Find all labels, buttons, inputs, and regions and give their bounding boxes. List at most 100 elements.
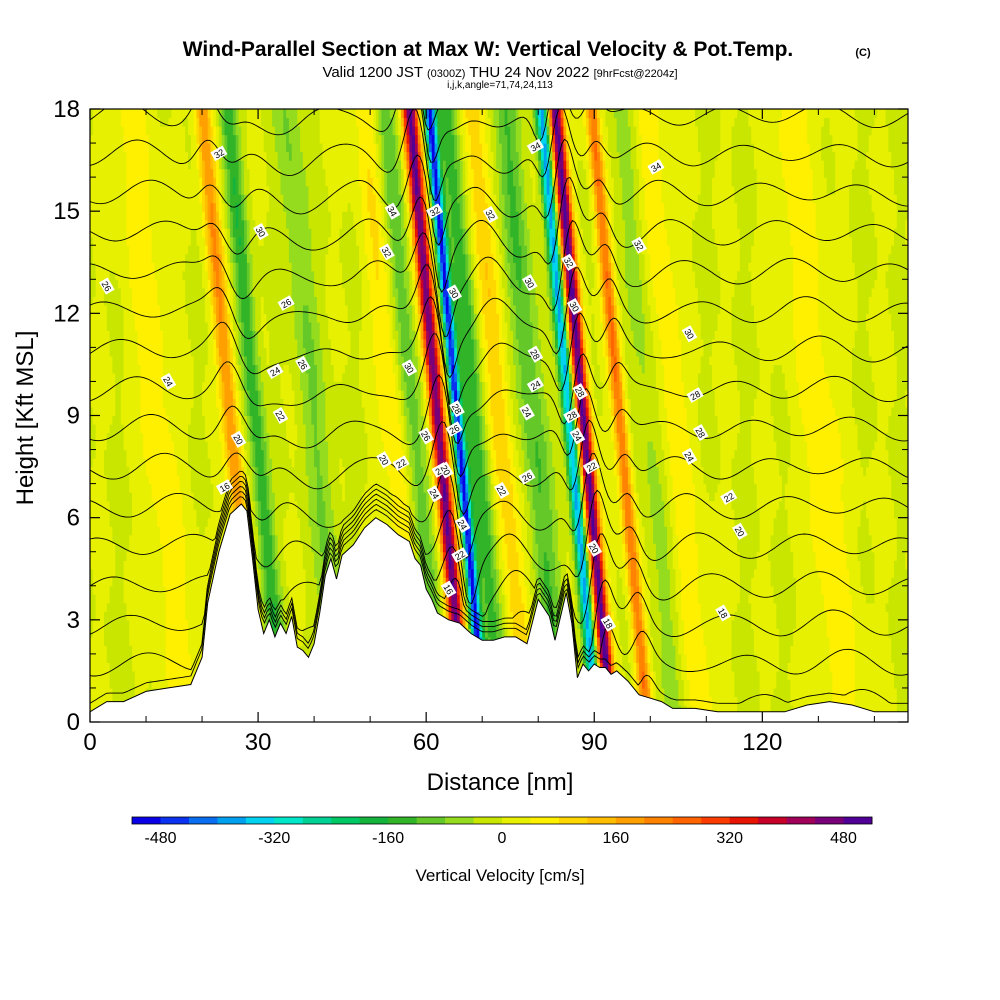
y-tick-label: 15 bbox=[53, 198, 80, 225]
theta-label: 20 bbox=[376, 451, 392, 469]
theta-label: 30 bbox=[521, 274, 538, 292]
theta-label: 32 bbox=[631, 236, 647, 254]
theta-label: 24 bbox=[519, 403, 535, 421]
theta-label: 22 bbox=[272, 406, 289, 425]
theta-label: 32 bbox=[426, 203, 444, 220]
theta-label: 26 bbox=[295, 355, 311, 373]
theta-label: 24 bbox=[266, 363, 284, 380]
theta-contour bbox=[90, 296, 908, 413]
colorbar-swatch bbox=[843, 817, 873, 824]
theta-contour bbox=[90, 486, 908, 659]
colorbar-swatch bbox=[701, 817, 731, 824]
theta-label: 20 bbox=[230, 430, 247, 448]
colorbar-swatch bbox=[188, 817, 218, 824]
colorbar-swatch bbox=[644, 817, 674, 824]
terrain bbox=[90, 503, 908, 722]
theta-contour bbox=[90, 264, 908, 379]
subtitle-date: THU 24 Nov 2022 bbox=[469, 64, 589, 81]
terrain-profile bbox=[90, 503, 908, 722]
theta-contour bbox=[90, 176, 908, 293]
theta-label: 26 bbox=[98, 277, 115, 295]
theta-label: 30 bbox=[681, 325, 698, 343]
x-tick-label: 0 bbox=[83, 729, 96, 756]
theta-contour bbox=[90, 496, 908, 704]
colorbar-swatch bbox=[331, 817, 361, 824]
colorbar-label: Vertical Velocity [cm/s] bbox=[415, 866, 584, 885]
plot-area: 1620222424262626303234323230262624202230… bbox=[90, 109, 908, 722]
chart-subtitle: Valid 1200 JST (0300Z) THU 24 Nov 2022 [… bbox=[322, 64, 677, 81]
theta-label: 24 bbox=[426, 485, 443, 503]
colorbar-swatch bbox=[416, 817, 446, 824]
theta-label: 24 bbox=[569, 427, 586, 445]
theta-label: 22 bbox=[582, 458, 600, 475]
theta-label: 30 bbox=[446, 284, 463, 302]
subtitle-utc: (0300Z) bbox=[427, 68, 466, 80]
theta-label: 22 bbox=[451, 547, 469, 563]
y-tick-label: 0 bbox=[67, 709, 80, 736]
theta-contour bbox=[90, 491, 908, 677]
theta-contour bbox=[90, 419, 908, 516]
colorbar-swatch bbox=[615, 817, 645, 824]
colorbar-swatch bbox=[758, 817, 788, 824]
theta-label: 26 bbox=[418, 427, 435, 445]
potential-temperature-contours bbox=[90, 109, 908, 704]
theta-label: 32 bbox=[482, 206, 499, 224]
colorbar-swatch bbox=[217, 817, 247, 824]
theta-label: 26 bbox=[277, 295, 295, 311]
chart-subtitle-indices: i,j,k,angle=71,74,24,113 bbox=[447, 80, 553, 91]
colorbar-swatch bbox=[302, 817, 332, 824]
theta-contour bbox=[90, 453, 908, 559]
y-tick-label: 3 bbox=[67, 607, 80, 634]
subtitle-forecast: [9hrFcst@2204z] bbox=[594, 68, 678, 80]
theta-contour bbox=[90, 219, 908, 338]
theta-label: 16 bbox=[215, 479, 234, 495]
colorbar-tick-label: 160 bbox=[602, 830, 629, 847]
theta-label: 22 bbox=[392, 455, 410, 472]
colorbar-swatch bbox=[445, 817, 474, 824]
x-axis: 0 30 60 90 120 bbox=[83, 109, 875, 756]
theta-label: 24 bbox=[526, 376, 544, 393]
y-axis: 0 3 6 9 12 15 18 bbox=[53, 96, 908, 736]
theta-label: 34 bbox=[647, 159, 665, 175]
theta-label: 24 bbox=[681, 447, 698, 465]
theta-label: 16 bbox=[440, 580, 457, 598]
colorbar-tick-label: -480 bbox=[144, 830, 176, 847]
colorbar-swatch bbox=[815, 817, 844, 824]
colorbar-swatch bbox=[502, 817, 531, 824]
theta-label: 28 bbox=[686, 387, 704, 403]
x-tick-label: 90 bbox=[581, 729, 608, 756]
colorbar bbox=[131, 816, 873, 825]
theta-label: 32 bbox=[561, 253, 577, 271]
y-tick-label: 6 bbox=[67, 505, 80, 532]
theta-label: 26 bbox=[445, 421, 463, 437]
colorbar-tick-label: 0 bbox=[498, 830, 507, 847]
theta-contour bbox=[90, 109, 908, 163]
colorbar-swatch bbox=[672, 817, 702, 824]
theta-label: 28 bbox=[563, 407, 581, 424]
theta-label: 22 bbox=[493, 481, 510, 499]
theta-label: 22 bbox=[720, 489, 738, 506]
theta-label: 28 bbox=[449, 400, 465, 418]
colorbar-swatch bbox=[160, 817, 190, 824]
theta-label: 32 bbox=[379, 243, 395, 261]
theta-label: 18 bbox=[715, 604, 731, 622]
colorbar-tick-label: 320 bbox=[716, 830, 743, 847]
theta-label: 24 bbox=[454, 515, 471, 534]
colorbar-swatch bbox=[530, 817, 560, 824]
theta-label: 30 bbox=[566, 297, 583, 316]
theta-label: 30 bbox=[253, 223, 269, 241]
theta-contour bbox=[90, 475, 908, 605]
theta-label: 20 bbox=[437, 461, 454, 479]
theta-contour bbox=[90, 374, 908, 478]
theta-label: 18 bbox=[600, 614, 617, 632]
theta-label: 34 bbox=[526, 138, 544, 155]
colorbar-swatch bbox=[132, 817, 161, 824]
x-tick-label: 60 bbox=[413, 729, 440, 756]
x-axis-label: Distance [nm] bbox=[427, 769, 574, 796]
colorbar-tick-label: 480 bbox=[830, 830, 857, 847]
colorbar-swatch bbox=[359, 817, 389, 824]
colorbar-swatch bbox=[388, 817, 418, 824]
colorbar-swatch bbox=[558, 817, 588, 824]
theta-contour bbox=[90, 333, 908, 445]
